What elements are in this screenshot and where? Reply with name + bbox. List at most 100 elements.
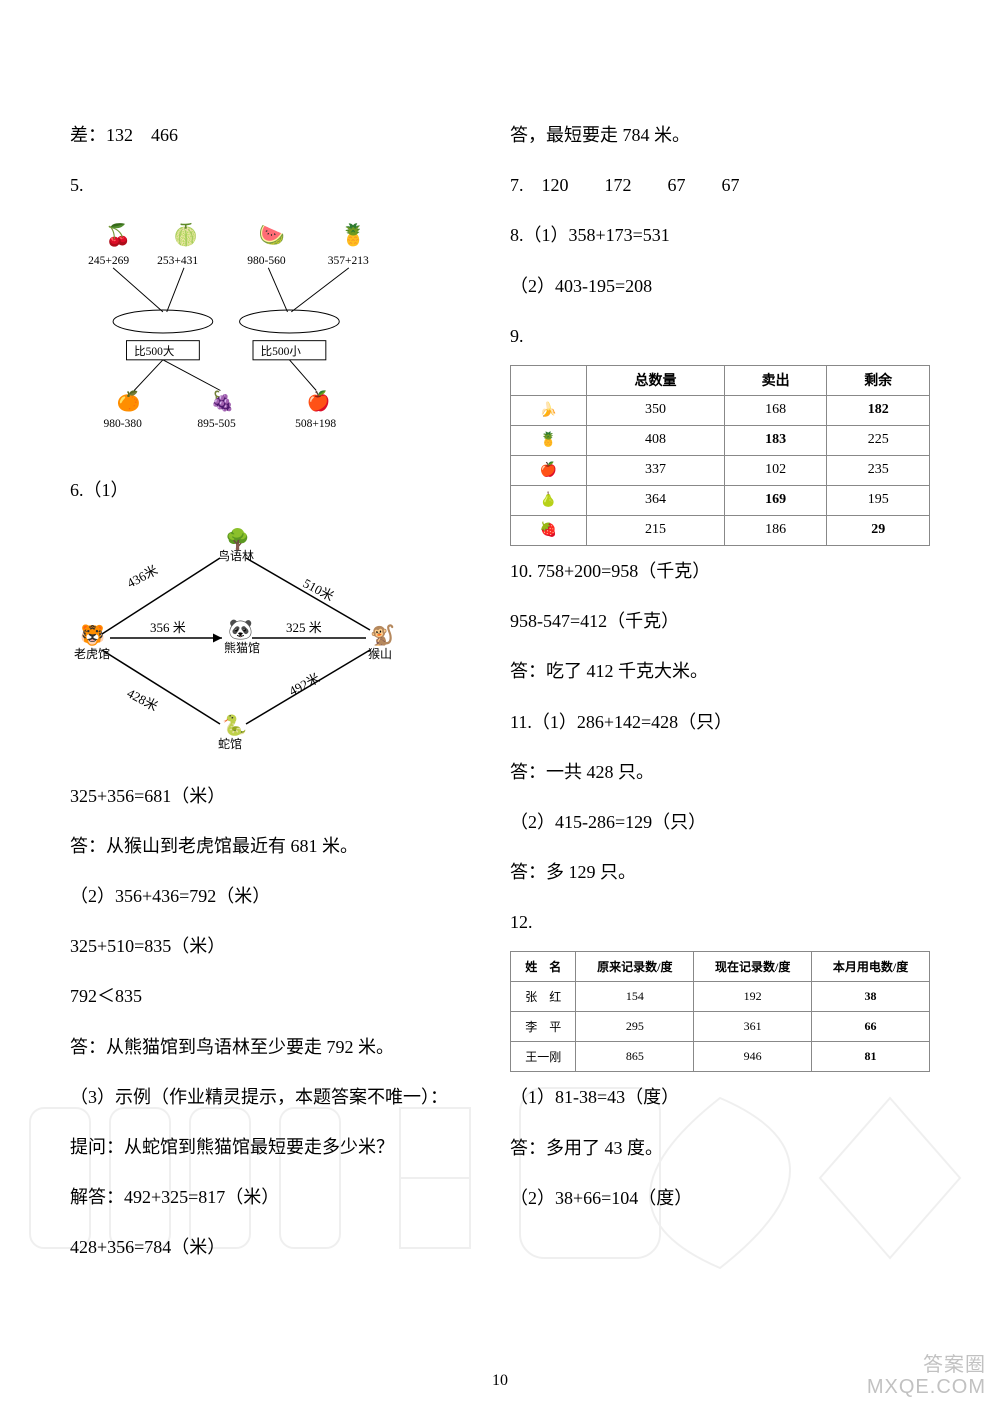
svg-text:508+198: 508+198 <box>295 418 336 430</box>
svg-text:🐒: 🐒 <box>370 623 395 647</box>
svg-text:436米: 436米 <box>124 562 160 591</box>
svg-text:895-505: 895-505 <box>197 418 236 430</box>
table-header: 卖出 <box>724 365 827 395</box>
svg-text:357+213: 357+213 <box>328 255 369 267</box>
electricity-table: 姓 名原来记录数/度现在记录数/度本月用电数/度张 红15419238李 平29… <box>510 951 930 1072</box>
table-cell: 81 <box>812 1042 930 1072</box>
table-row: 🍐364169195 <box>511 485 930 515</box>
table-cell: 169 <box>724 485 827 515</box>
text-line: 答，最短要走 784 米。 <box>510 118 930 152</box>
table-header: 原来记录数/度 <box>576 952 694 982</box>
table-row: 🍌350168182 <box>511 395 930 425</box>
table-cell: 168 <box>724 395 827 425</box>
text-line: 答：从熊猫馆到鸟语林至少要走 792 米。 <box>70 1030 490 1064</box>
table-row: 🍍408183225 <box>511 425 930 455</box>
table-cell: 66 <box>812 1012 930 1042</box>
text-line: 428+356=784（米） <box>70 1230 490 1264</box>
svg-text:980-560: 980-560 <box>247 255 286 267</box>
text-line: （3）示例（作业精灵提示，本题答案不唯一）： <box>70 1080 490 1114</box>
svg-text:🍊: 🍊 <box>117 390 142 413</box>
text-line: 答：多 129 只。 <box>510 855 930 889</box>
svg-text:253+431: 253+431 <box>157 255 198 267</box>
svg-text:比500小: 比500小 <box>261 345 302 358</box>
right-column: 答，最短要走 784 米。 7. 120 172 67 67 8.（1）358+… <box>510 110 930 1272</box>
watermark-top: 答案圈 <box>867 1354 986 1376</box>
table-row: 王一刚86594681 <box>511 1042 930 1072</box>
text-line: 9. <box>510 319 930 353</box>
svg-text:🍈: 🍈 <box>173 222 199 247</box>
text-line: 325+510=835（米） <box>70 929 490 963</box>
svg-text:老虎馆: 老虎馆 <box>74 646 110 661</box>
table-cell: 李 平 <box>511 1012 576 1042</box>
table-cell: 235 <box>827 455 930 485</box>
table-cell: 364 <box>587 485 725 515</box>
table-row: 🍎337102235 <box>511 455 930 485</box>
text-line: （2）356+436=792（米） <box>70 879 490 913</box>
table-cell: 38 <box>812 982 930 1012</box>
table-cell: 337 <box>587 455 725 485</box>
svg-text:🍇: 🍇 <box>211 390 235 413</box>
text-line: 答：多用了 43 度。 <box>510 1131 930 1165</box>
text-line: 792＜835 <box>70 979 490 1013</box>
text-line: 5. <box>70 168 490 202</box>
table-header <box>511 365 587 395</box>
table-cell: 29 <box>827 515 930 545</box>
table-header: 本月用电数/度 <box>812 952 930 982</box>
table-header: 剩余 <box>827 365 930 395</box>
table-cell: 🍌 <box>511 395 587 425</box>
text-line: 6.（1） <box>70 473 490 507</box>
svg-text:比500大: 比500大 <box>134 344 175 358</box>
table-cell: 182 <box>827 395 930 425</box>
zoo-map-diagram: 🌳 鸟语林 🐯 老虎馆 🐼 熊猫馆 🐒 猴山 🐍 蛇馆 <box>70 524 490 759</box>
text-line: 提问：从蛇馆到熊猫馆最短要走多少米？ <box>70 1130 490 1164</box>
text-line: （2）415-286=129（只） <box>510 805 930 839</box>
svg-text:🍒: 🍒 <box>105 222 131 248</box>
text-line: 8.（1）358+173=531 <box>510 218 930 252</box>
svg-text:356 米: 356 米 <box>150 620 186 635</box>
table-cell: 215 <box>587 515 725 545</box>
table-cell: 295 <box>576 1012 694 1042</box>
text-line: 12. <box>510 905 930 939</box>
table-cell: 186 <box>724 515 827 545</box>
svg-text:熊猫馆: 熊猫馆 <box>224 640 260 655</box>
fruit-tree-diagram: 🍒 🍈 🍉 🍍 245+269 253+431 980-560 357+213 <box>70 218 490 453</box>
text-line: 答：从猴山到老虎馆最近有 681 米。 <box>70 829 490 863</box>
text-line: 答：吃了 412 千克大米。 <box>510 654 930 688</box>
svg-text:980-380: 980-380 <box>104 418 143 430</box>
watermark: 答案圈 MXQE.COM <box>867 1354 986 1398</box>
table-cell: 154 <box>576 982 694 1012</box>
watermark-bottom: MXQE.COM <box>867 1376 986 1398</box>
svg-text:428米: 428米 <box>125 685 161 714</box>
svg-text:蛇馆: 蛇馆 <box>218 736 242 751</box>
svg-text:245+269: 245+269 <box>88 255 129 267</box>
table-cell: 王一刚 <box>511 1042 576 1072</box>
text-line: 325+356=681（米） <box>70 779 490 813</box>
left-column: 差：132 466 5. 🍒 🍈 🍉 🍍 245+269 253+431 980… <box>70 110 490 1272</box>
table-cell: 🍐 <box>511 485 587 515</box>
table-header: 姓 名 <box>511 952 576 982</box>
svg-text:猴山: 猴山 <box>368 647 392 661</box>
svg-text:325 米: 325 米 <box>286 620 322 635</box>
text-line: （2）38+66=104（度） <box>510 1181 930 1215</box>
table-cell: 🍓 <box>511 515 587 545</box>
page-number: 10 <box>0 1372 1000 1390</box>
table-cell: 195 <box>827 485 930 515</box>
table-row: 李 平29536166 <box>511 1012 930 1042</box>
svg-text:🍍: 🍍 <box>340 222 366 247</box>
svg-text:🐼: 🐼 <box>228 617 253 641</box>
table-cell: 408 <box>587 425 725 455</box>
text-line: 答：一共 428 只。 <box>510 755 930 789</box>
table-cell: 361 <box>694 1012 812 1042</box>
svg-text:🐯: 🐯 <box>80 623 105 647</box>
table-cell: 865 <box>576 1042 694 1072</box>
text-line: （1）81-38=43（度） <box>510 1080 930 1114</box>
table-cell: 102 <box>724 455 827 485</box>
svg-text:鸟语林: 鸟语林 <box>218 548 254 563</box>
text-line: 7. 120 172 67 67 <box>510 168 930 202</box>
text-line: 10. 758+200=958（千克） <box>510 554 930 588</box>
table-cell: 张 红 <box>511 982 576 1012</box>
text-line: 958-547=412（千克） <box>510 604 930 638</box>
text-line: 解答：492+325=817（米） <box>70 1180 490 1214</box>
fruit-table: 总数量卖出剩余🍌350168182🍍408183225🍎337102235🍐36… <box>510 365 930 546</box>
svg-text:492米: 492米 <box>286 670 322 699</box>
